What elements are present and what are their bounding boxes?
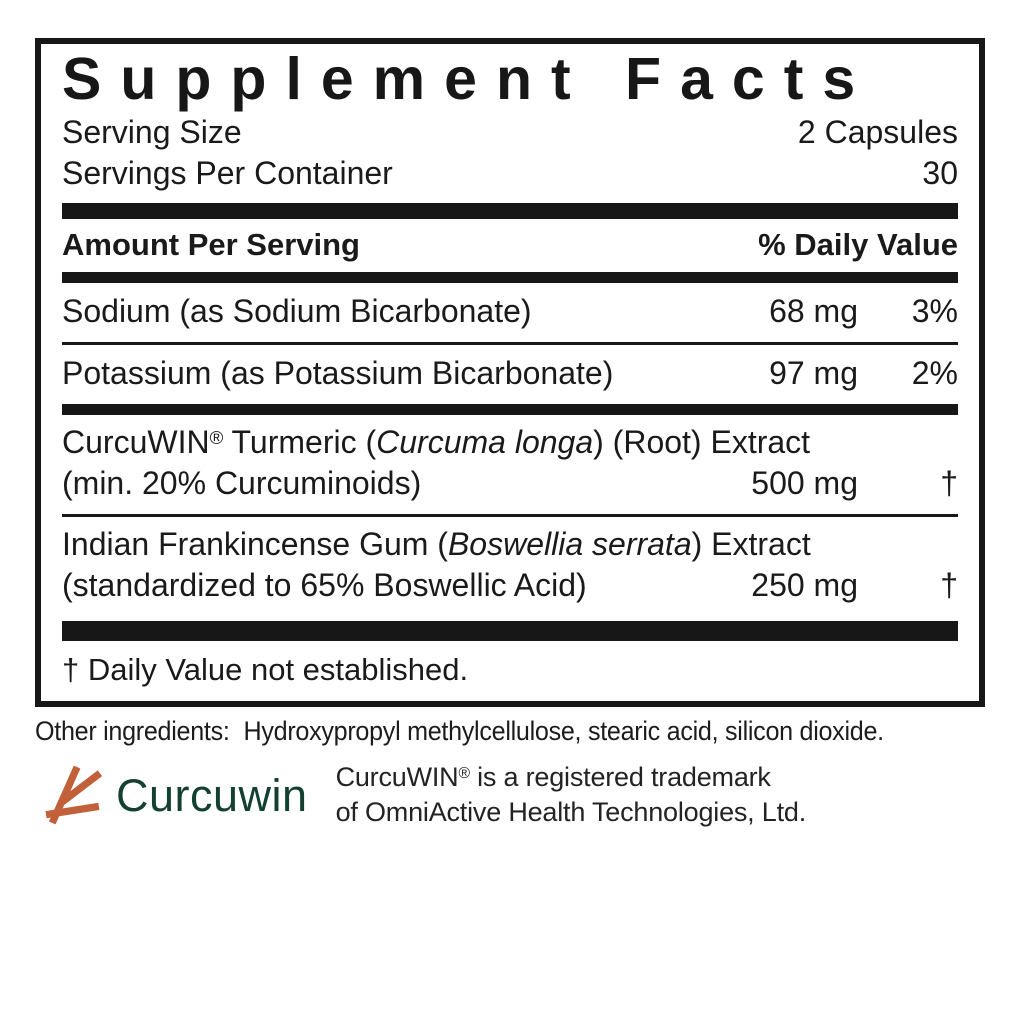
ingredient-standardization: (standardized to 65% Boswellic Acid) — [62, 566, 587, 603]
nutrient-name: Potassium (as Potassium Bicarbonate) — [62, 354, 614, 391]
trademark-brand: CurcuWIN — [335, 762, 459, 792]
supplement-facts-panel: Supplement Facts Serving Size 2 Capsules… — [35, 38, 985, 707]
nutrient-amount: 68 mg — [769, 292, 858, 329]
divider-bar-medium — [62, 271, 958, 283]
ingredient-name-part: Indian Frankincense Gum ( — [62, 526, 448, 563]
table-row-sodium: Sodium (as Sodium Bicarbonate) 68 mg 3% — [62, 283, 958, 342]
ingredient-name-part: ) (Root) Extract — [593, 423, 811, 460]
botanical-name: Boswellia serrata — [447, 526, 692, 563]
trademark-text: is a registered trademark — [469, 762, 771, 792]
ingredient-name-line: Indian Frankincense Gum (Boswellia serra… — [62, 524, 958, 565]
servings-per-container-value: 30 — [922, 155, 958, 192]
nutrient-daily-value: 3% — [911, 292, 958, 329]
nutrient-amount: 500 mg — [751, 464, 858, 501]
amount-per-serving-header: Amount Per Serving — [62, 226, 360, 262]
divider-bar-medium — [62, 403, 958, 415]
daily-value-footnote: † Daily Value not established. — [62, 652, 469, 688]
registered-mark: ® — [209, 426, 224, 448]
trademark-line1: CurcuWIN® is a registered trademark — [336, 760, 806, 795]
table-row-frankincense: Indian Frankincense Gum (Boswellia serra… — [62, 517, 958, 616]
ingredient-detail-line: (standardized to 65% Boswellic Acid) 250… — [62, 565, 958, 606]
ingredient-name-part: Turmeric ( — [223, 423, 377, 460]
servings-per-container-label: Servings Per Container — [62, 155, 393, 192]
curcuwin-branding: Curcuwin CurcuWIN® is a registered trade… — [45, 760, 806, 830]
other-ingredients-line: Other ingredients: Hydroxypropyl methylce… — [35, 716, 946, 747]
branch-icon — [45, 765, 103, 825]
nutrient-daily-value: † — [940, 464, 958, 501]
ingredient-name-line: CurcuWIN® Turmeric (Curcuma longa) (Root… — [62, 422, 958, 463]
serving-size-label: Serving Size — [62, 113, 242, 150]
nutrient-name: Sodium (as Sodium Bicarbonate) — [62, 292, 532, 329]
divider-bar-thick — [62, 202, 958, 219]
nutrient-amount: 250 mg — [751, 566, 858, 603]
table-header-row: Amount Per Serving % Daily Value — [62, 219, 958, 272]
table-row-potassium: Potassium (as Potassium Bicarbonate) 97 … — [62, 345, 958, 404]
row-divider — [62, 341, 958, 345]
daily-value-header: % Daily Value — [758, 226, 958, 262]
panel-title: Supplement Facts — [62, 46, 875, 112]
nutrient-amount: 97 mg — [769, 354, 858, 391]
nutrient-daily-value: 2% — [911, 354, 958, 391]
other-ingredients-value: Hydroxypropyl methylcellulose, stearic a… — [243, 716, 885, 746]
trademark-line2: of OmniActive Health Technologies, Ltd. — [335, 797, 807, 828]
ingredient-name-part: ) Extract — [691, 526, 811, 563]
botanical-name: Curcuma longa — [376, 423, 594, 460]
curcuwin-logo-text: Curcuwin — [116, 769, 308, 821]
registered-mark: ® — [458, 765, 470, 783]
other-ingredients-label: Other ingredients: — [35, 716, 230, 746]
ingredient-name-part: CurcuWIN — [62, 423, 210, 460]
trademark-notice: CurcuWIN® is a registered trademark of O… — [335, 760, 807, 830]
serving-size-row: Serving Size 2 Capsules — [62, 112, 958, 154]
servings-per-container-row: Servings Per Container 30 — [62, 153, 958, 195]
ingredient-standardization: (min. 20% Curcuminoids) — [62, 464, 422, 501]
row-divider — [62, 514, 958, 518]
ingredient-detail-line: (min. 20% Curcuminoids) 500 mg † — [62, 463, 958, 504]
table-row-curcuwin: CurcuWIN® Turmeric (Curcuma longa) (Root… — [62, 415, 958, 514]
nutrient-daily-value: † — [940, 566, 958, 603]
divider-bar-extra-thick — [62, 621, 958, 642]
serving-size-value: 2 Capsules — [797, 113, 958, 150]
